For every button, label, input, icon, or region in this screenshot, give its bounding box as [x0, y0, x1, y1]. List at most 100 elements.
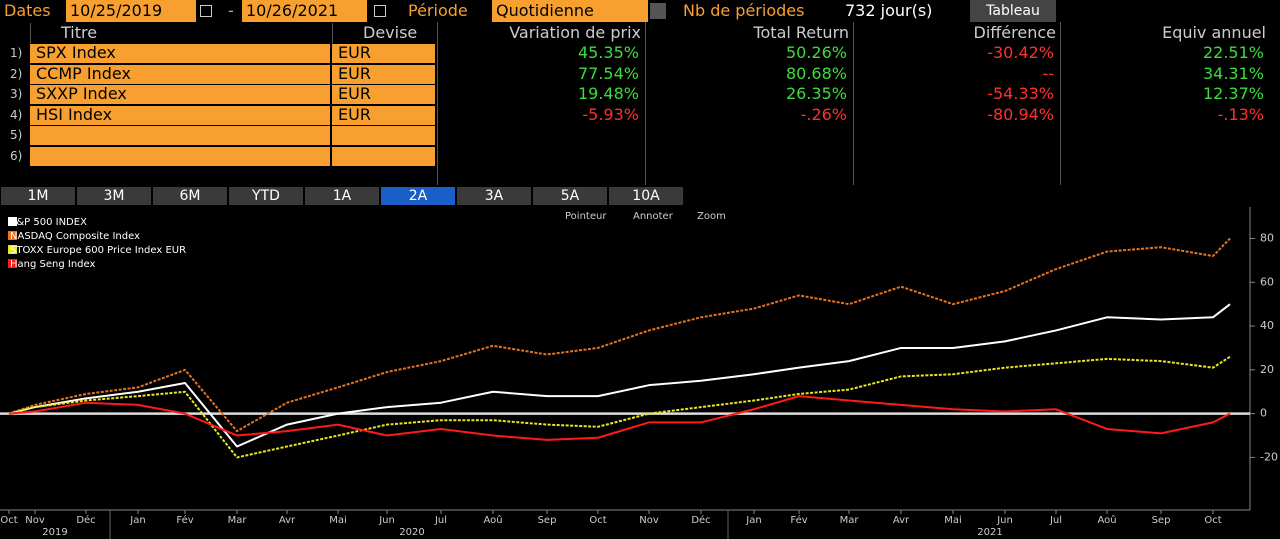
column-header: Titre	[30, 23, 332, 43]
cell-box[interactable]	[332, 126, 435, 145]
cell: HSI Index	[36, 104, 113, 124]
cell: 22.51%	[1202, 43, 1264, 62]
legend-swatch	[8, 245, 17, 254]
cell-box[interactable]	[30, 126, 330, 145]
x-tick-label: Sep	[1152, 515, 1171, 526]
cell-box[interactable]	[30, 105, 330, 125]
separator: -	[228, 1, 234, 20]
period-tab[interactable]: YTD	[229, 187, 303, 205]
y-tick-label: 40	[1260, 319, 1274, 332]
period-tab[interactable]: 1M	[1, 187, 75, 205]
y-tick-label: 0	[1260, 407, 1267, 420]
x-tick-label: Jan	[129, 515, 145, 526]
legend-label: Hang Seng Index	[10, 259, 95, 270]
y-tick-label: 60	[1260, 275, 1274, 288]
period-tab[interactable]: 3M	[77, 187, 151, 205]
legend-label: STOXX Europe 600 Price Index EUR	[10, 245, 186, 256]
toolbar-button[interactable]: Annoter	[633, 211, 674, 222]
year-label: 2021	[977, 527, 1002, 538]
period-tab[interactable]: 10A	[609, 187, 683, 205]
cell-box[interactable]	[332, 44, 435, 63]
x-tick-label: Mar	[840, 515, 860, 526]
cell-box[interactable]	[30, 146, 330, 166]
cell: -80.94%	[987, 104, 1054, 124]
column-divider	[853, 22, 854, 185]
dropdown[interactable]	[650, 3, 666, 19]
legend-label: NASDAQ Composite Index	[10, 231, 140, 242]
end-date[interactable]: 10/26/2021	[242, 0, 367, 22]
row-number: 4)	[10, 107, 23, 122]
x-tick-label: Mar	[228, 515, 248, 526]
cell-box[interactable]	[332, 105, 435, 125]
cell: 77.54%	[577, 63, 639, 83]
series-line	[8, 303, 1231, 448]
period-label: Période	[408, 1, 468, 20]
toolbar-button[interactable]: Pointeur	[565, 211, 607, 222]
x-tick-label: Sep	[538, 515, 557, 526]
cell: 45.35%	[577, 43, 639, 62]
calendar-icon[interactable]	[200, 5, 212, 17]
cell: 34.31%	[1202, 63, 1264, 83]
x-tick-label: Aoû	[1097, 514, 1116, 526]
column-header: Différence	[853, 23, 1060, 43]
period[interactable]: Quotidienne	[492, 0, 648, 22]
year-label: 2020	[399, 527, 424, 538]
x-tick-label: Déc	[76, 514, 95, 526]
period-tab[interactable]: 2A	[381, 187, 455, 205]
x-tick-label: Aoû	[483, 514, 502, 526]
x-tick-label: Jun	[378, 515, 395, 526]
chart: -20 0 20 40 60 80 Oct Nov Déc Jan Fév Mar Avr Mai Jun J…	[0, 207, 1278, 539]
legend-swatch	[8, 231, 17, 240]
x-tick-label: Oct	[1204, 515, 1221, 526]
dates-label: Dates	[4, 1, 51, 20]
start-date[interactable]: 10/25/2019	[66, 0, 196, 22]
toolbar-button[interactable]: Zoom	[697, 211, 726, 222]
cell-box[interactable]	[30, 64, 330, 84]
period-tab[interactable]: 1A	[305, 187, 379, 205]
cell: --	[1042, 63, 1054, 83]
period-tab[interactable]: 3A	[457, 187, 531, 205]
y-tick-label: 80	[1260, 231, 1274, 244]
period-tab[interactable]: 5A	[533, 187, 607, 205]
legend-box	[4, 213, 204, 273]
cell: -.13%	[1217, 104, 1264, 124]
x-tick-label: Fév	[790, 514, 807, 526]
cell: 19.48%	[577, 84, 639, 103]
cell-box[interactable]	[332, 146, 435, 166]
column-header: Devise	[332, 23, 437, 43]
cell: SPX Index	[36, 43, 116, 62]
count: 732 jour(s)	[845, 1, 933, 20]
row-number: 3)	[10, 87, 23, 101]
legend-label: S&P 500 INDEX	[10, 217, 87, 228]
x-tick-label: Mai	[329, 515, 347, 526]
row-number: 5)	[10, 128, 23, 142]
x-tick-label: Nov	[639, 515, 659, 526]
cell: -5.93%	[582, 104, 639, 124]
cell-box[interactable]	[332, 64, 435, 84]
column-divider	[1060, 22, 1061, 185]
x-tick-label: Déc	[691, 514, 710, 526]
cell: 26.35%	[785, 84, 847, 103]
cell: EUR	[338, 84, 371, 103]
x-tick-label: Fév	[176, 514, 193, 526]
cell: CCMP Index	[36, 63, 131, 83]
table-button[interactable]: Tableau	[970, 0, 1056, 22]
period-tab[interactable]: 6M	[153, 187, 227, 205]
row-number: 6)	[10, 148, 23, 163]
x-tick-label: Jul	[1049, 515, 1062, 526]
cell: EUR	[338, 104, 371, 124]
x-tick-label: Jan	[745, 515, 761, 526]
cell-box[interactable]	[332, 85, 435, 104]
series-line	[8, 237, 1231, 433]
legend-swatch	[8, 217, 17, 226]
x-tick-label: Jun	[996, 515, 1013, 526]
calendar-icon[interactable]	[374, 5, 386, 17]
cell: SXXP Index	[36, 84, 127, 103]
cell: EUR	[338, 43, 371, 62]
row-number: 1)	[10, 46, 23, 60]
cell: -.26%	[800, 104, 847, 124]
column-divider	[437, 22, 438, 185]
cell-box[interactable]	[30, 85, 330, 104]
cell-box[interactable]	[30, 44, 330, 63]
